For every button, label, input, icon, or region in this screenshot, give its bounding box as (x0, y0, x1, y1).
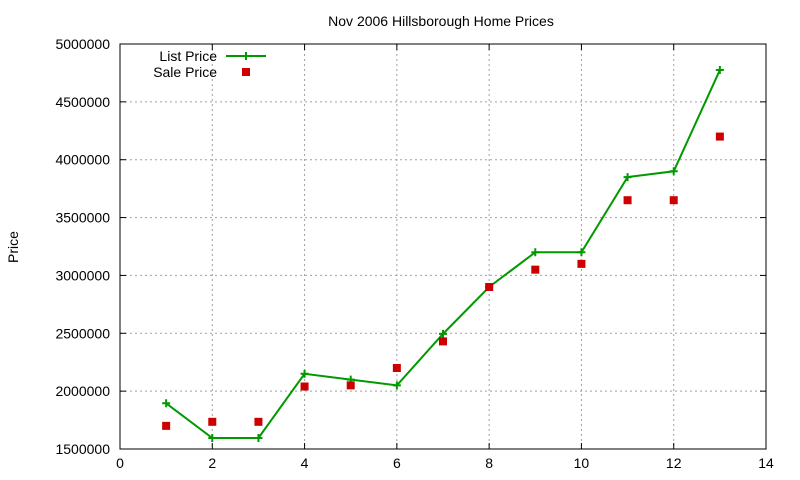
grid-lines (120, 44, 766, 449)
sale-price-point (531, 265, 540, 274)
list-price-point (623, 173, 632, 182)
list-price-point (254, 434, 263, 443)
sale-price-point (208, 417, 217, 426)
x-tick-label: 6 (393, 455, 401, 471)
axes: 0 2 4 6 8 10 12 14 1500000 2000000 2500000 3000000 3… (55, 36, 774, 471)
list-price-point (162, 399, 171, 408)
sale-price-point (346, 381, 355, 390)
list-price-point (531, 248, 540, 257)
list-price-point (208, 434, 217, 443)
plot-frame (119, 43, 767, 450)
legend-marker-list-price (242, 52, 250, 60)
sale-price-point (439, 337, 447, 346)
legend-label-sale-price: Sale Price (153, 64, 217, 80)
y-axis-label: Price (5, 231, 21, 263)
legend-label-list-price: List Price (159, 48, 217, 64)
x-tick-label: 10 (574, 455, 590, 471)
sale-price-point (300, 382, 309, 391)
x-tick-label: 12 (666, 455, 682, 471)
list-price-point (715, 66, 724, 75)
x-tick-label: 8 (485, 455, 493, 471)
list-price-point (392, 381, 401, 390)
y-tick-label: 1500000 (55, 441, 110, 457)
sale-price-point (254, 417, 263, 426)
x-tick-label: 2 (208, 455, 216, 471)
y-tick-label: 2500000 (55, 325, 110, 341)
sale-price-point (623, 196, 632, 205)
legend-marker-sale-price (242, 68, 250, 76)
list-price-point (669, 167, 678, 176)
list-price-point (439, 329, 447, 338)
y-tick-label: 5000000 (55, 36, 110, 52)
y-tick-label: 4000000 (55, 152, 110, 168)
legend: List Price Sale Price (153, 48, 266, 80)
list-price-point (577, 248, 586, 257)
sale-price-point (577, 259, 586, 268)
sale-price-point (485, 283, 494, 291)
y-tick-label: 3500000 (55, 210, 110, 226)
data-series (162, 66, 724, 443)
sale-price-point (715, 132, 724, 141)
sale-price-point (669, 196, 678, 205)
sale-price-point (162, 421, 171, 430)
y-tick-label: 4500000 (55, 94, 110, 110)
x-tick-label: 14 (758, 455, 774, 471)
y-tick-label: 2000000 (55, 383, 110, 399)
x-tick-label: 4 (301, 455, 309, 471)
sale-price-point (392, 364, 401, 372)
list-price-line (165, 69, 721, 440)
x-tick-label: 0 (116, 455, 124, 471)
list-price-point (300, 369, 309, 378)
y-tick-label: 3000000 (55, 267, 110, 283)
chart-title: Nov 2006 Hillsborough Home Prices (328, 13, 554, 29)
